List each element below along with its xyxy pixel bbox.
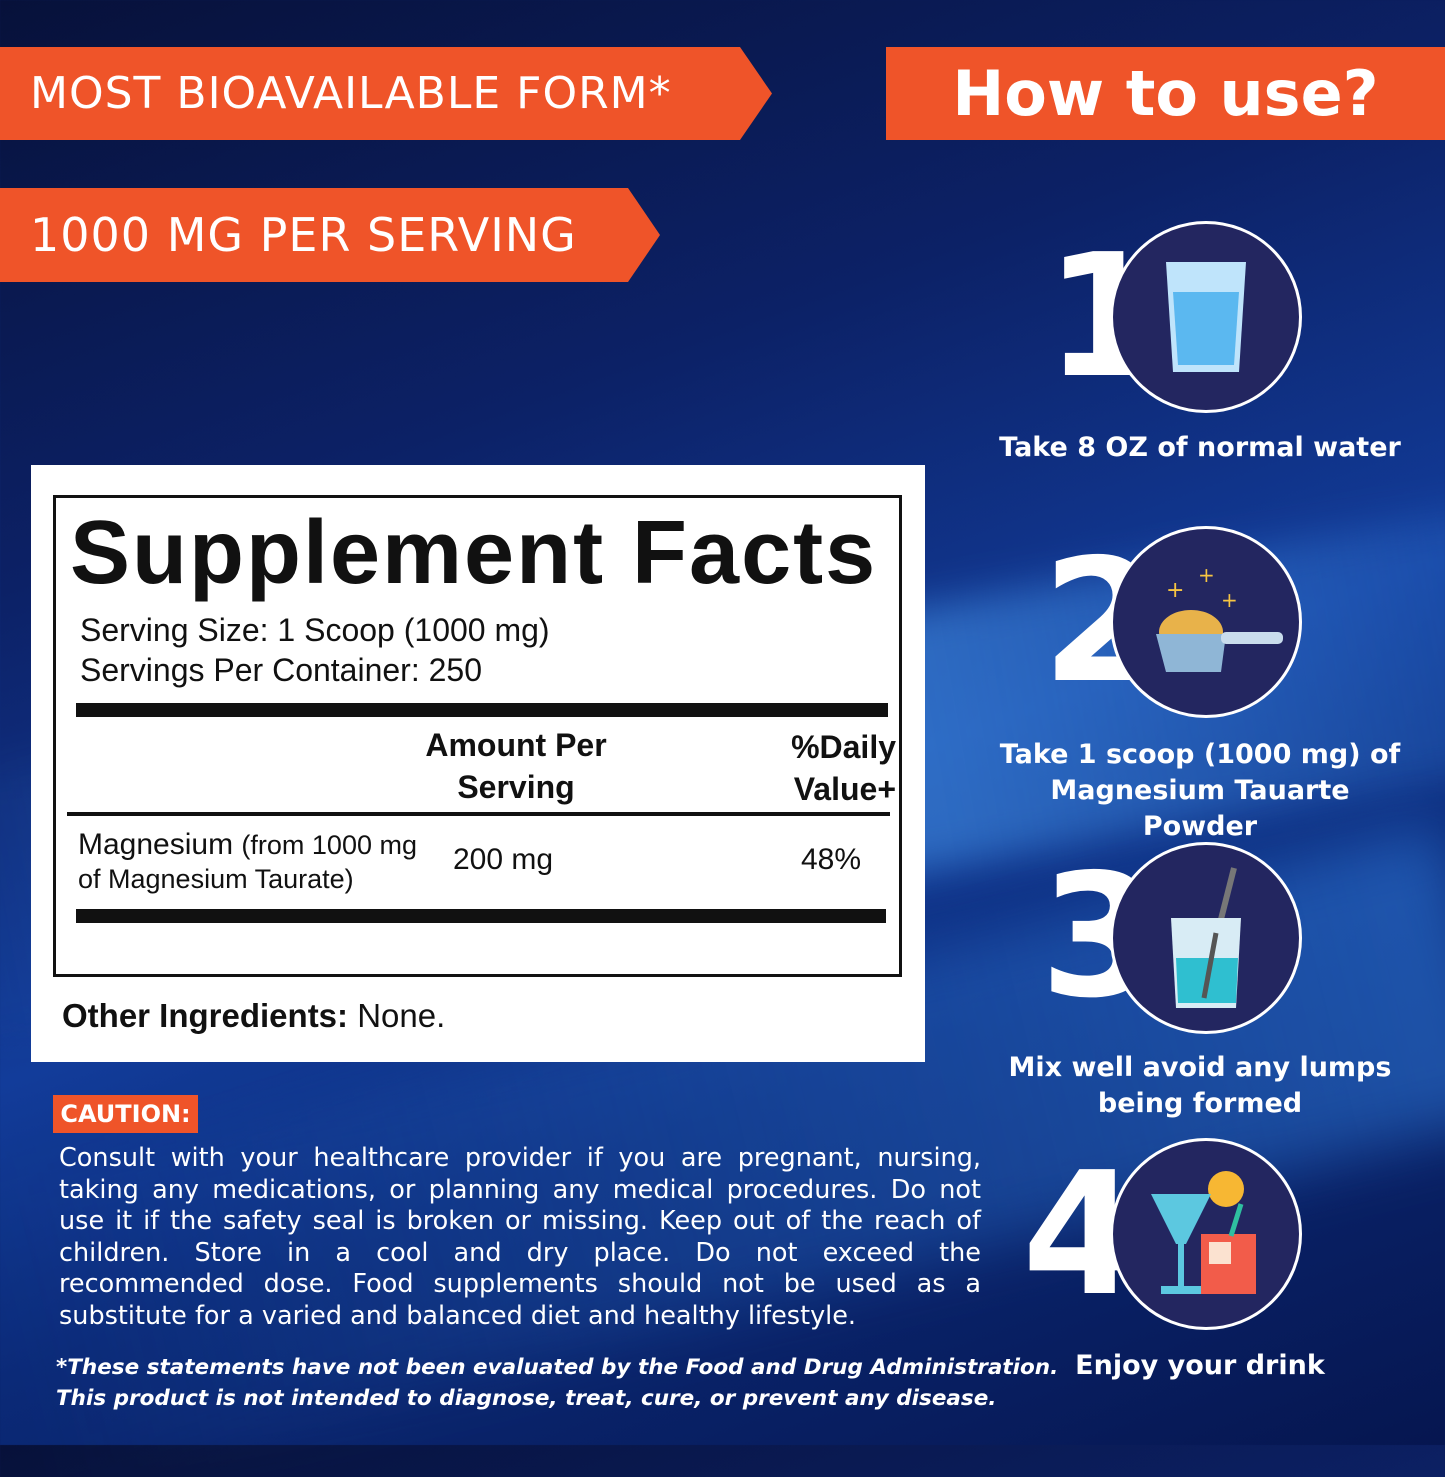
caution-label: CAUTION: bbox=[53, 1095, 198, 1133]
water-glass-icon bbox=[1110, 221, 1302, 413]
svg-text:+: + bbox=[1221, 588, 1238, 612]
divider bbox=[67, 812, 890, 816]
nutrient-name: Magnesium (from 1000 mg of Magnesium Tau… bbox=[78, 828, 428, 896]
amount-header: Amount Per Serving bbox=[425, 727, 607, 805]
divider-thick bbox=[76, 909, 886, 923]
step-caption-1: Take 8 OZ of normal water bbox=[999, 432, 1401, 463]
facts-box: Supplement Facts Serving Size: 1 Scoop (… bbox=[53, 495, 902, 977]
daily-value-header: %Daily Value+ bbox=[791, 729, 896, 807]
fda-disclaimer: *These statements have not been evaluate… bbox=[56, 1352, 1058, 1414]
serving-size: Serving Size: 1 Scoop (1000 mg) bbox=[80, 612, 550, 648]
dose-banner: 1000 MG PER SERVING bbox=[0, 188, 660, 282]
how-to-use-banner: How to use? bbox=[886, 47, 1445, 140]
nutrient-amount: 200 mg bbox=[453, 843, 554, 876]
supplement-facts-panel: Supplement Facts Serving Size: 1 Scoop (… bbox=[31, 465, 925, 1062]
nutrient-detail: (from 1000 mg of Magnesium Taurate) bbox=[78, 830, 417, 894]
step-caption-3: Mix well avoid any lumps being formed bbox=[1008, 1052, 1392, 1119]
mixing-cup-icon bbox=[1110, 842, 1302, 1034]
step-caption-4: Enjoy your drink bbox=[1075, 1350, 1325, 1381]
other-ingredients-label: Other Ingredients: bbox=[62, 997, 349, 1034]
facts-title: Supplement Facts bbox=[70, 503, 878, 603]
drinks-icon bbox=[1110, 1138, 1302, 1330]
powder-scoop-icon: + + + bbox=[1110, 526, 1302, 718]
svg-text:+: + bbox=[1198, 563, 1215, 587]
step-caption-2: Take 1 scoop (1000 mg) of Magnesium Taua… bbox=[999, 739, 1401, 842]
disclaimer-line-1: *These statements have not been evaluate… bbox=[56, 1355, 1059, 1380]
servings-per-container: Servings Per Container: 250 bbox=[80, 652, 482, 688]
nutrient-dv: 48% bbox=[801, 843, 862, 876]
divider-thick bbox=[76, 703, 888, 717]
caution-text: Consult with your healthcare provider if… bbox=[59, 1143, 981, 1331]
other-ingredients-value: None. bbox=[357, 997, 446, 1034]
nutrient-label: Magnesium bbox=[78, 828, 234, 861]
bioavailable-banner: MOST BIOAVAILABLE FORM* bbox=[0, 47, 772, 140]
other-ingredients: Other Ingredients: None. bbox=[62, 997, 445, 1035]
disclaimer-line-2: This product is not intended to diagnose… bbox=[56, 1386, 997, 1411]
svg-text:+: + bbox=[1166, 578, 1184, 603]
